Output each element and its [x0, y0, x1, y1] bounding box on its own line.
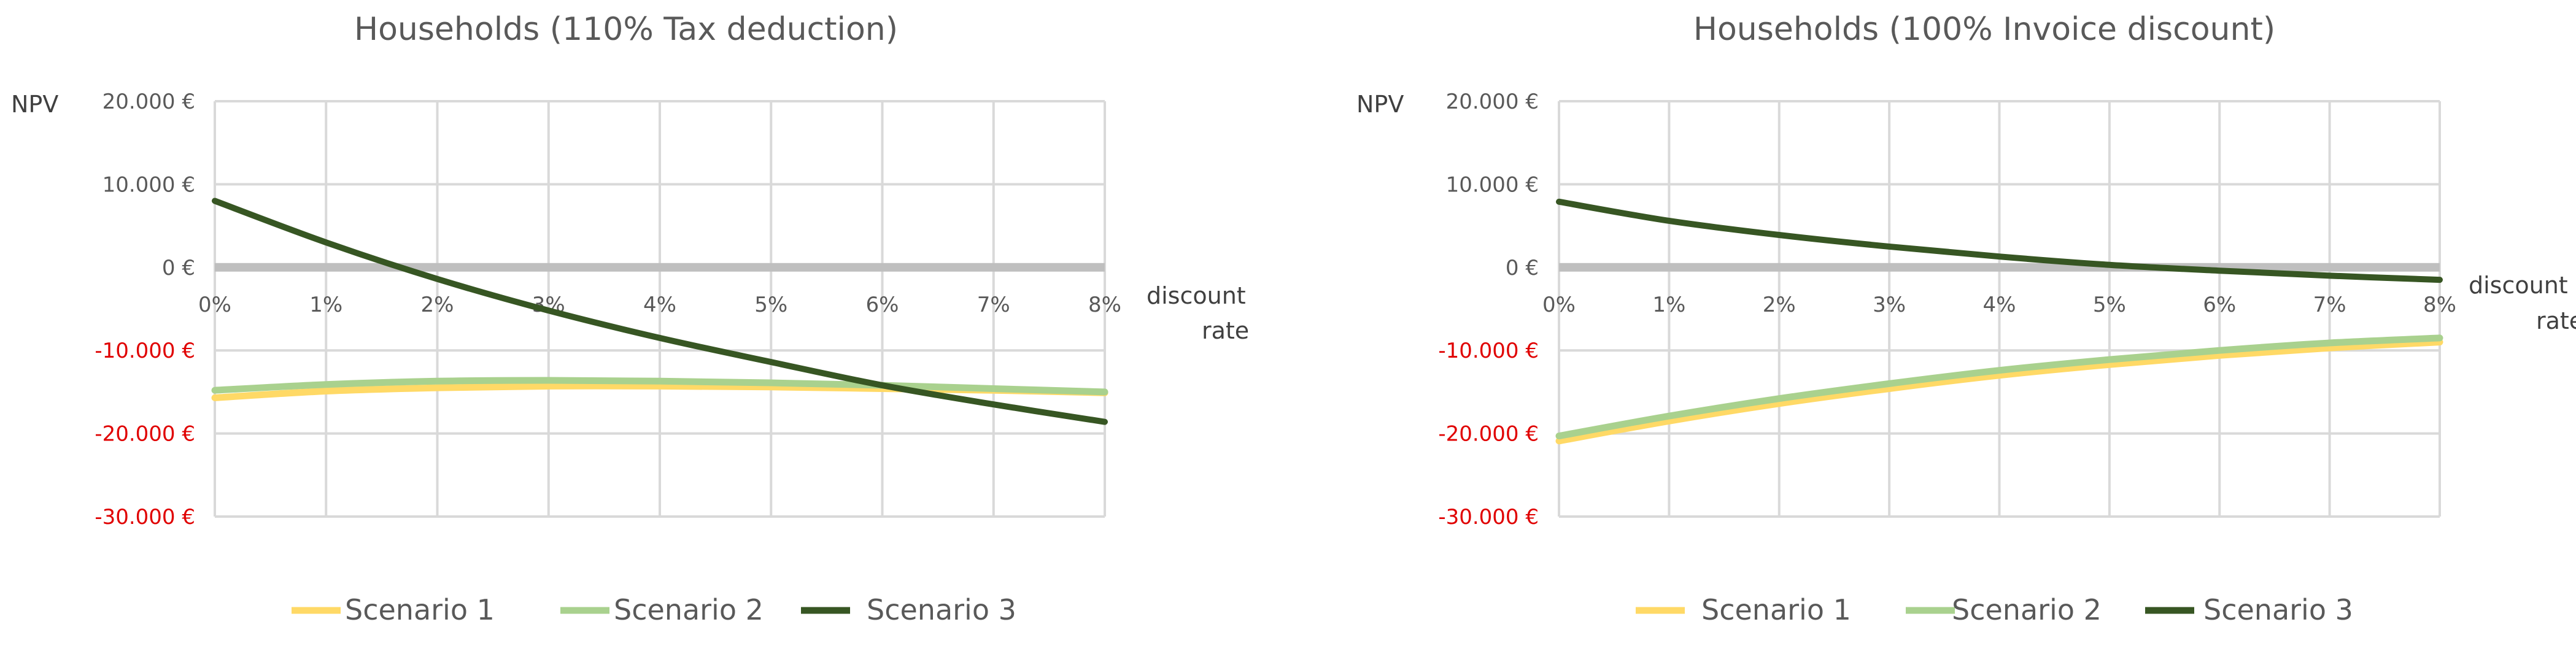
legend-label: Scenario 3	[2203, 593, 2353, 626]
series-line-scenario-3	[1556, 198, 2443, 283]
y-tick-label: -30.000 €	[95, 505, 195, 529]
x-tick-label: 5%	[754, 293, 787, 317]
y-tick-label: -20.000 €	[95, 422, 195, 447]
chart-title: Households (100% Invoice discount)	[1693, 11, 2275, 48]
x-tick-label: 2%	[1763, 293, 1796, 317]
y-tick-label: -10.000 €	[1438, 339, 1539, 363]
x-tick-label: 4%	[1983, 293, 2016, 317]
x-tick-label: 2%	[421, 293, 454, 317]
y-tick-label: 0 €	[1506, 256, 1539, 280]
legend-label: Scenario 2	[1952, 593, 2102, 626]
y-tick-label: -10.000 €	[95, 339, 195, 363]
series-line-scenario-2	[1555, 334, 2443, 440]
x-tick-label: 6%	[2203, 293, 2236, 317]
chart-tax-deduction: Households (110% Tax deduction) NPV 20.000…	[11, 11, 1249, 626]
y-tick-label: 0 €	[162, 256, 195, 280]
y-tick-label: 20.000 €	[102, 90, 195, 114]
legend-label: Scenario 1	[345, 593, 495, 626]
x-tick-label: 4%	[643, 293, 676, 317]
x-tick-label: 7%	[977, 293, 1010, 317]
y-tick-label: -30.000 €	[1438, 505, 1539, 529]
x-tick-label: 7%	[2313, 293, 2346, 317]
chart-title: Households (110% Tax deduction)	[354, 11, 898, 48]
y-axis-label: NPV	[1356, 91, 1404, 118]
x-axis-label-line1: discount	[2469, 272, 2568, 299]
y-tick-label: -20.000 €	[1438, 422, 1539, 447]
legend-label: Scenario 2	[614, 593, 764, 626]
y-tick-label: 10.000 €	[102, 172, 195, 197]
x-tick-label: 0%	[1542, 293, 1576, 317]
y-tick-label: 20.000 €	[1446, 90, 1539, 114]
x-tick-label: 3%	[1873, 293, 1906, 317]
x-axis-label-line1: discount	[1147, 282, 1246, 309]
x-tick-label: 0%	[198, 293, 231, 317]
x-axis-label-line2: rate	[2536, 307, 2576, 334]
series-line-scenario-3	[212, 198, 1108, 425]
x-tick-label: 6%	[866, 293, 899, 317]
legend-label: Scenario 1	[1701, 593, 1851, 626]
x-tick-label: 1%	[309, 293, 342, 317]
x-tick-label: 8%	[2423, 293, 2456, 317]
y-tick-label: 10.000 €	[1446, 172, 1539, 197]
x-tick-label: 5%	[2093, 293, 2126, 317]
chart-invoice-discount: Households (100% Invoice discount) NPV 20.…	[1356, 11, 2576, 626]
x-tick-label: 8%	[1088, 293, 1121, 317]
series-line-scenario-2	[211, 377, 1108, 396]
series-line-scenario-1	[1555, 339, 2443, 445]
x-tick-label: 1%	[1652, 293, 1685, 317]
legend-label: Scenario 3	[867, 593, 1016, 626]
x-axis-label-line2: rate	[1202, 317, 1249, 344]
y-axis-label: NPV	[11, 91, 58, 118]
